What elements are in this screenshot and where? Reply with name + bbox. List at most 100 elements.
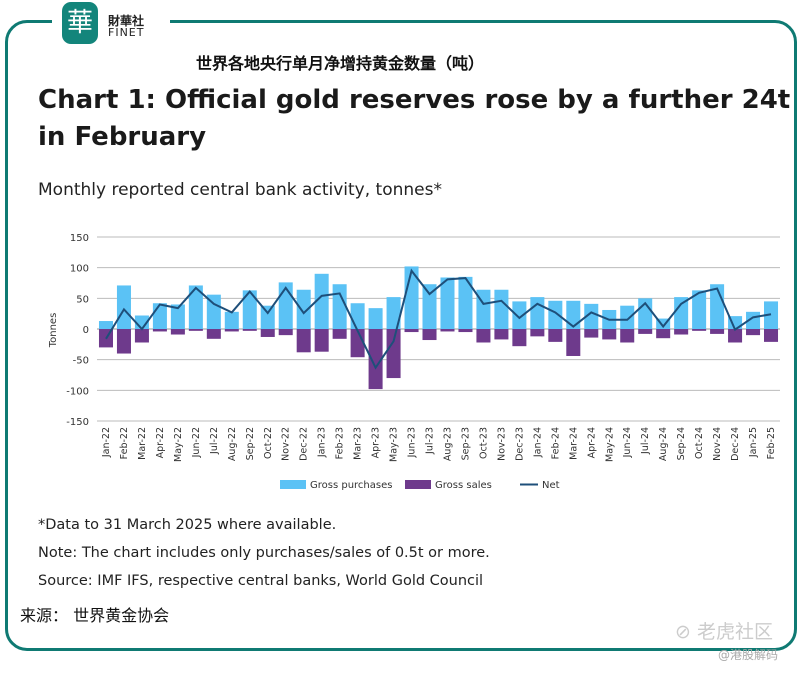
purchase-bar <box>548 300 563 329</box>
purchase-bar <box>440 277 455 329</box>
brand-name-en: FINET <box>108 26 145 39</box>
sales-bar <box>530 329 545 337</box>
x-tick-label: Feb-23 <box>335 427 346 459</box>
sales-bar <box>656 329 671 339</box>
sales-bar <box>296 329 311 353</box>
purchase-bar <box>152 303 167 329</box>
x-tick-label: Apr-22 <box>155 427 166 458</box>
x-tick-label: Apr-23 <box>371 427 382 458</box>
purchase-bar <box>692 290 707 329</box>
sales-bar <box>224 329 239 332</box>
x-tick-label: Jan-23 <box>317 427 328 458</box>
sales-bar <box>368 329 383 390</box>
x-tick-label: Feb-24 <box>550 427 561 459</box>
purchase-bar <box>530 297 545 329</box>
sales-bar <box>170 329 185 335</box>
x-tick-label: Dec-22 <box>299 427 310 461</box>
x-tick-label: Apr-24 <box>586 427 597 458</box>
purchase-bar <box>656 318 671 329</box>
x-tick-label: Aug-22 <box>227 427 238 461</box>
purchase-bar <box>170 304 185 329</box>
purchase-bar <box>206 294 221 329</box>
x-tick-label: Jan-24 <box>532 427 543 458</box>
purchase-bar <box>314 273 329 329</box>
sales-bar <box>728 329 743 343</box>
sales-bar <box>278 329 293 336</box>
x-tick-label: Feb-22 <box>119 427 130 459</box>
legend-label: Gross purchases <box>310 480 392 491</box>
legend-swatch <box>405 480 431 489</box>
sales-bar <box>242 329 257 331</box>
purchase-bar <box>242 290 257 329</box>
sales-bar <box>494 329 509 340</box>
x-tick-label: Mar-22 <box>137 427 148 460</box>
x-tick-label: Jun-22 <box>191 427 202 458</box>
purchase-bar <box>584 303 599 329</box>
x-tick-label: Dec-24 <box>730 427 741 461</box>
sales-bar <box>440 329 455 332</box>
purchase-bar <box>224 311 239 329</box>
sales-bar <box>332 329 347 339</box>
purchase-bar <box>422 284 437 329</box>
y-tick-label: 0 <box>83 325 89 336</box>
sales-bar <box>764 329 779 342</box>
sales-bar <box>620 329 635 343</box>
source-cn: 来源： 世界黄金协会 <box>20 606 170 625</box>
x-tick-label: Jan-22 <box>101 427 112 458</box>
x-tick-label: Jun-24 <box>622 427 633 458</box>
y-tick-label: 150 <box>70 233 89 244</box>
x-tick-label: Nov-23 <box>496 427 507 461</box>
purchase-bar <box>368 308 383 329</box>
purchase-bar <box>620 305 635 329</box>
sales-bar <box>476 329 491 343</box>
sales-bar <box>746 329 761 336</box>
chart-subtitle: Monthly reported central bank activity, … <box>38 180 442 200</box>
legend-label: Net <box>542 480 560 491</box>
x-tick-label: Oct-22 <box>263 427 274 459</box>
sales-bar <box>548 329 563 342</box>
y-tick-label: -50 <box>73 356 89 367</box>
purchase-bar <box>458 276 473 329</box>
x-tick-label: Jun-23 <box>407 427 418 458</box>
legend-label: Gross sales <box>435 480 492 491</box>
x-tick-label: Oct-23 <box>478 427 489 459</box>
y-axis-label: Tonnes <box>48 313 59 349</box>
purchase-bar <box>116 285 131 329</box>
purchase-bar <box>296 289 311 329</box>
net-line <box>105 268 772 370</box>
x-tick-label: Jul-24 <box>640 427 651 455</box>
sales-bar <box>152 329 167 332</box>
sales-bar <box>116 329 131 354</box>
finet-logo-icon: 華 <box>62 2 98 44</box>
x-tick-label: May-24 <box>604 427 615 462</box>
x-tick-label: Mar-24 <box>568 427 579 460</box>
x-tick-label: Sep-23 <box>460 427 471 460</box>
x-tick-label: Nov-22 <box>281 427 292 461</box>
purchase-bar <box>260 305 275 329</box>
x-tick-label: May-23 <box>389 427 400 462</box>
purchase-bar <box>386 297 401 329</box>
purchase-bar <box>332 284 347 329</box>
sales-bar <box>404 329 419 333</box>
sales-bar <box>422 329 437 341</box>
sales-bar <box>566 329 581 356</box>
y-tick-label: -100 <box>66 386 89 397</box>
sales-bar <box>638 329 653 334</box>
tiger-watermark: ⊘ 老虎社区 <box>675 621 773 643</box>
purchase-bar <box>674 297 689 329</box>
legend-swatch <box>280 480 306 489</box>
x-tick-label: Sep-22 <box>245 427 256 460</box>
x-tick-label: Dec-23 <box>514 427 525 461</box>
sales-bar <box>206 329 221 339</box>
note-source: Source: IMF IFS, respective central bank… <box>38 573 484 589</box>
x-tick-label: Nov-24 <box>712 427 723 461</box>
sales-bar <box>512 329 527 347</box>
x-tick-label: Feb-25 <box>766 427 777 459</box>
chinese-title: 世界各地央行单月净增持黄金数量（吨） <box>196 54 485 73</box>
y-tick-label: 100 <box>70 264 89 275</box>
y-tick-label: -150 <box>66 417 89 428</box>
note-data: *Data to 31 March 2025 where available. <box>38 517 337 533</box>
chart-title: Chart 1: Official gold reserves rose by … <box>38 85 791 152</box>
x-tick-label: Oct-24 <box>694 427 705 459</box>
handle-watermark: @港股解码 <box>718 648 779 662</box>
